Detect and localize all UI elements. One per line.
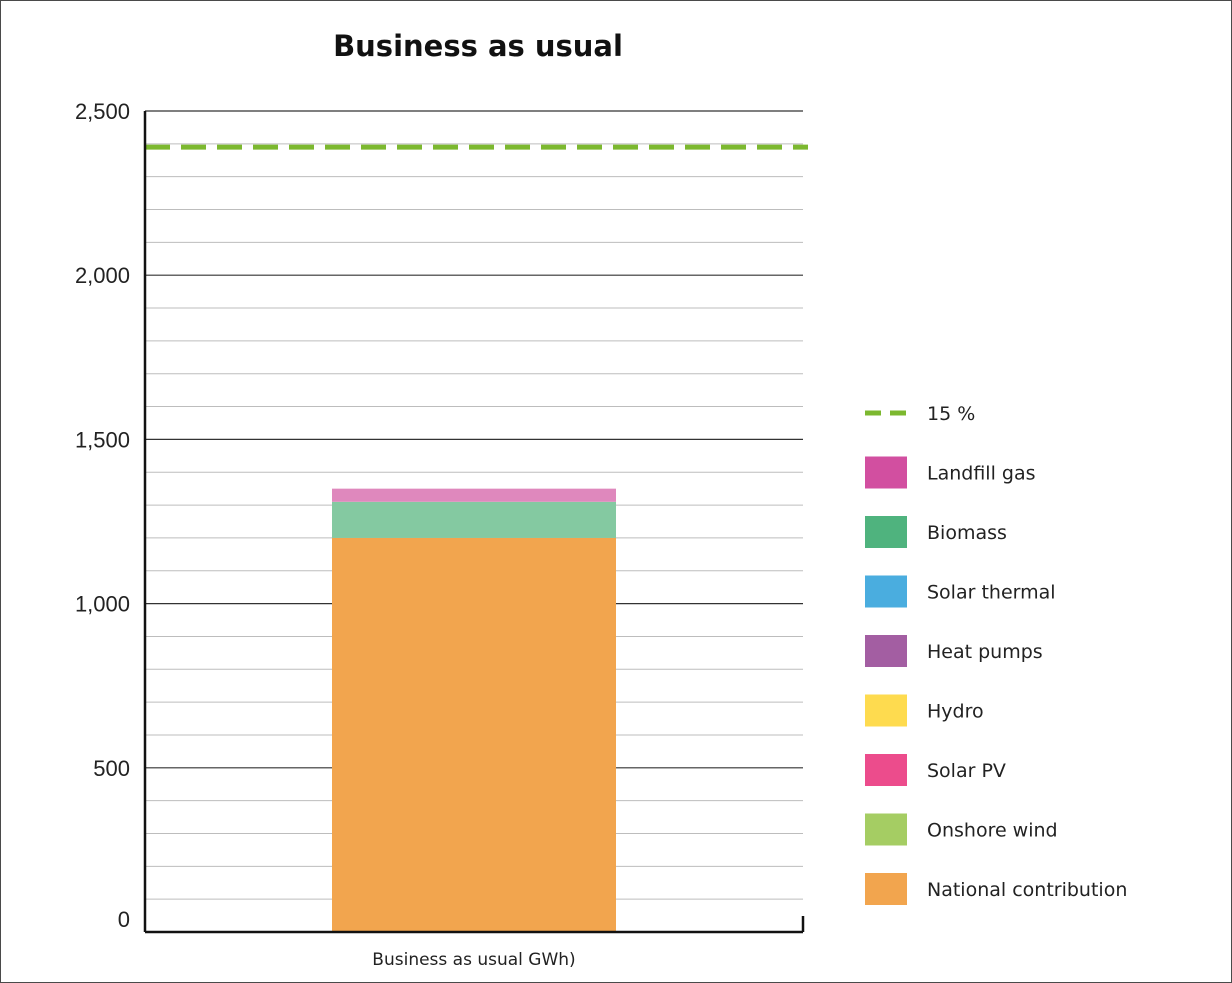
legend-label-biomass: Biomass — [927, 522, 1007, 544]
legend-label-landfill-gas: Landfill gas — [927, 463, 1036, 485]
y-tick-label: 0 — [118, 907, 130, 932]
x-tick-label: Business as usual GWh) — [372, 950, 575, 970]
x-tick-labels: Business as usual GWh) — [372, 950, 575, 970]
bar-segment-biomass — [332, 501, 616, 538]
legend-label-solar-thermal: Solar thermal — [927, 582, 1056, 604]
axes — [143, 111, 805, 934]
y-tick-label: 1,000 — [75, 592, 130, 617]
legend-label-heat-pumps: Heat pumps — [927, 641, 1043, 663]
y-tick-label: 1,500 — [75, 427, 130, 452]
legend-label-onshore-wind: Onshore wind — [927, 820, 1058, 842]
legend-swatch-solar-pv — [865, 754, 907, 786]
bar-segment-landfill-gas — [332, 488, 616, 502]
chart-title: Business as usual — [333, 29, 623, 63]
legend-swatch-landfill-gas — [865, 456, 907, 489]
legend-swatch-heat-pumps — [865, 635, 907, 667]
legend-label-solar-pv: Solar PV — [927, 760, 1006, 782]
legend-swatch-hydro — [865, 694, 907, 727]
bars — [332, 488, 616, 932]
legend-label-15-: 15 % — [927, 403, 975, 425]
bar-segment-national-contribution — [332, 537, 616, 932]
legend-swatch-onshore-wind — [865, 813, 907, 846]
legend-swatch-solar-thermal — [865, 575, 907, 608]
y-tick-label: 500 — [93, 756, 130, 781]
y-tick-labels: 0 500 1,000 1,500 2,000 2,500 — [75, 99, 130, 932]
legend-label-hydro: Hydro — [927, 701, 984, 723]
y-tick-label: 2,000 — [75, 263, 130, 288]
legend-swatch-biomass — [865, 516, 907, 548]
legend: 15 % Landfill gas Biomass Solar thermal Heat… — [865, 403, 1127, 905]
legend-label-national-contribution: National contribution — [927, 879, 1127, 901]
legend-swatch-national-contribution — [865, 873, 907, 905]
y-tick-label: 2,500 — [75, 99, 130, 124]
